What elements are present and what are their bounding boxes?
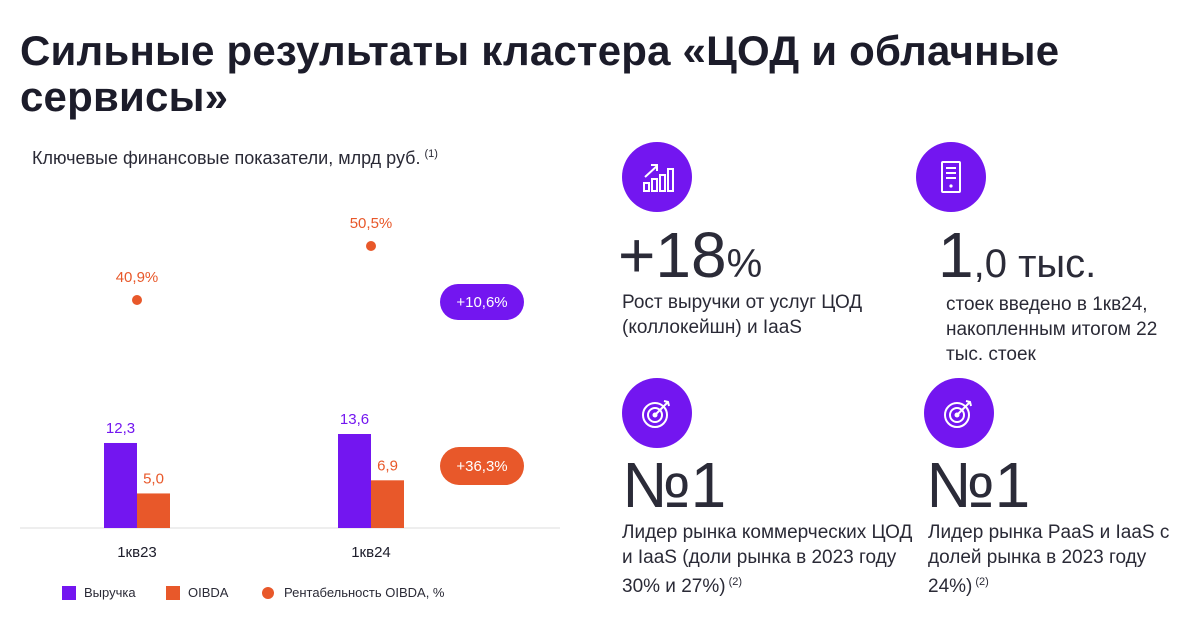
oibda-growth-badge: +36,3% xyxy=(440,447,524,485)
bar-oibda-1 xyxy=(137,493,170,528)
stat-racks-value: 1,0 тыс. xyxy=(938,219,1097,291)
stat-racks-desc: стоек введено в 1кв24, накопленным итого… xyxy=(946,294,1158,365)
server-rack-icon xyxy=(916,142,986,212)
stat-market-leader-paas-value: №1 xyxy=(926,449,1031,521)
margin-dot-2 xyxy=(366,241,376,251)
data-label-revenue-1: 12,3 xyxy=(106,420,135,437)
revenue-growth-badge: +10,6% xyxy=(440,284,524,320)
bar-oibda-2 xyxy=(371,480,404,528)
stat-revenue-growth-desc: Рост выручки от услуг ЦОД (коллокейшн) и… xyxy=(622,292,863,338)
bar-revenue-2 xyxy=(338,434,371,528)
chart-subtitle: Ключевые финансовые показатели, млрд руб… xyxy=(32,148,438,168)
stat-market-leader-dc-desc: Лидер рынка коммерческих ЦОД и IaaS (дол… xyxy=(622,522,913,597)
footnote-marker: (1) xyxy=(424,148,438,160)
legend-item-oibda: OIBDA xyxy=(166,585,228,600)
data-label-oibda-2: 6,9 xyxy=(377,457,398,474)
legend-dot-margin xyxy=(262,586,274,599)
stat-revenue-growth-value: +18% xyxy=(618,219,763,291)
target-icon xyxy=(924,378,994,448)
chart-growth-icon xyxy=(622,142,692,212)
data-label-oibda-1: 5,0 xyxy=(143,470,164,487)
category-label-2: 1кв24 xyxy=(351,544,391,561)
margin-dot-1 xyxy=(132,295,142,305)
legend-swatch-oibda xyxy=(166,585,180,600)
page-title: Сильные результаты кластера «ЦОД и облач… xyxy=(20,27,1060,120)
margin-label-1: 40,9% xyxy=(116,269,159,286)
footnote-marker: (2) xyxy=(975,576,989,588)
margin-label-2: 50,5% xyxy=(350,215,393,232)
category-label-1: 1кв23 xyxy=(117,544,157,561)
stat-market-leader-paas-desc: Лидер рынка PaaS и IaaS с долей рынка в … xyxy=(928,522,1170,597)
target-icon xyxy=(622,378,692,448)
data-label-revenue-2: 13,6 xyxy=(340,411,369,428)
footnote-marker: (2) xyxy=(728,576,743,588)
legend-item-revenue: Выручка xyxy=(62,585,136,600)
financial-chart: 12,3 5,0 1кв23 40,9% 13,6 6,9 1кв24 50,5% xyxy=(20,215,560,561)
stat-market-leader-dc-value: №1 xyxy=(622,449,727,521)
legend-item-margin: Рентабельность OIBDA, % xyxy=(262,585,445,600)
bar-revenue-1 xyxy=(104,442,137,528)
legend-swatch-revenue xyxy=(62,585,76,600)
